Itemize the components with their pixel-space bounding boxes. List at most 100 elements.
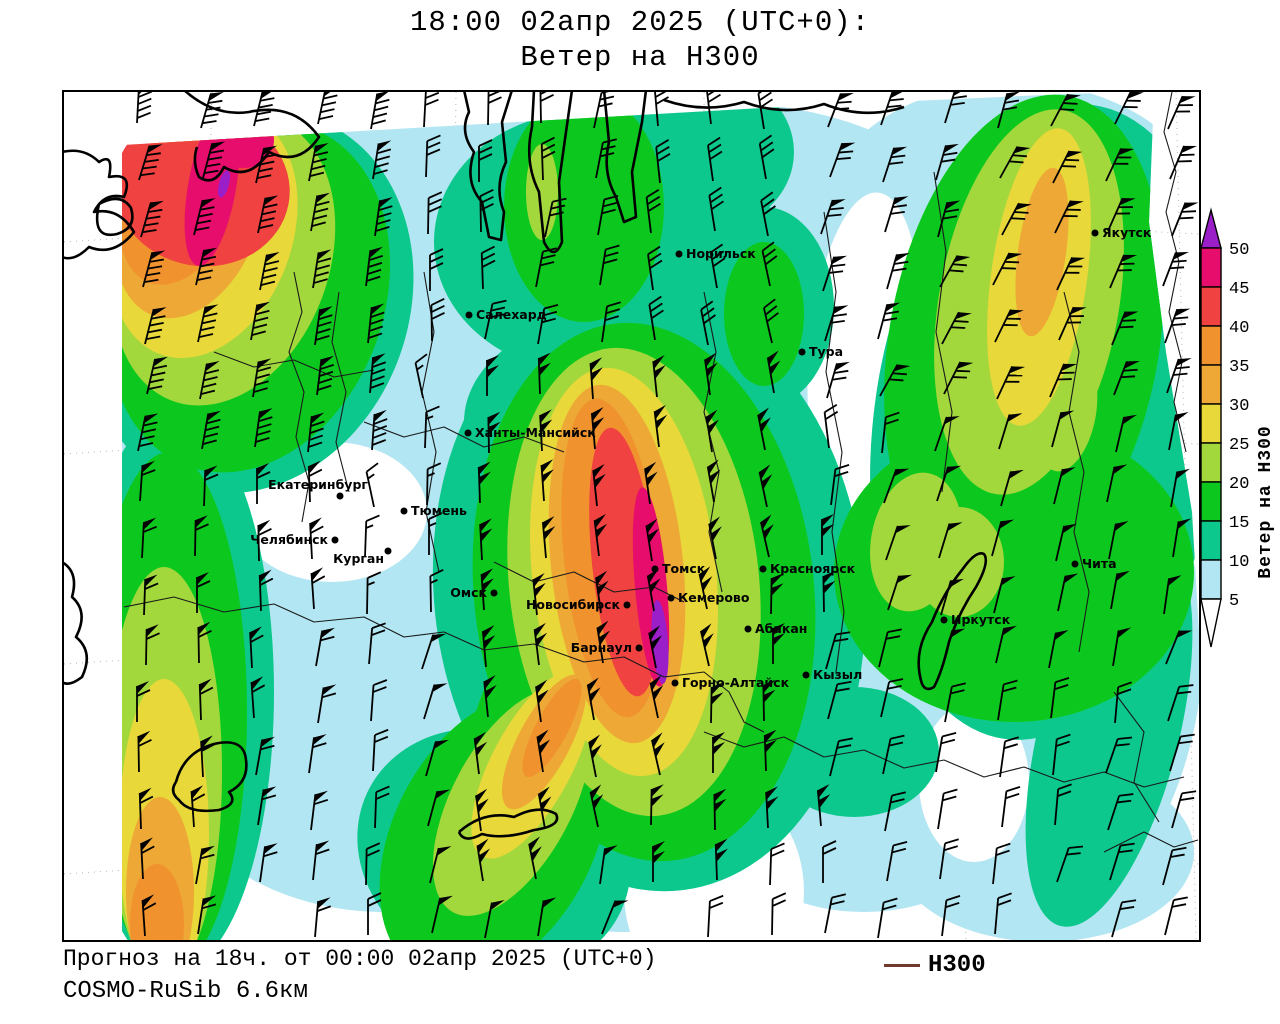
- wind-barb: [476, 838, 491, 882]
- wind-barb: [544, 197, 567, 238]
- model-name-text: COSMO-RuSib 6.6км: [63, 978, 308, 1005]
- colorbar-segment: [1200, 325, 1222, 366]
- wind-barb: [653, 92, 669, 127]
- wind-barb: [706, 459, 721, 503]
- wind-barb: [992, 252, 1023, 286]
- wind-barb: [136, 92, 152, 124]
- footer-annotations: Прогноз на 18ч. от 00:00 02апр 2025 (UTC…: [63, 946, 657, 1005]
- city-label: Томск: [662, 561, 706, 576]
- colorbar-segment: [1200, 286, 1222, 327]
- wind-barb: [308, 734, 327, 774]
- wind-barb: [940, 578, 964, 616]
- wind-barb: [766, 350, 781, 394]
- colorbar-tick-label: 45: [1229, 280, 1249, 299]
- wind-barb: [991, 519, 1015, 557]
- wind-barb: [370, 92, 390, 130]
- wind-barb: [539, 92, 554, 124]
- chart-title: 18:00 02апр 2025 (UTC+0): Ветер на H300: [0, 6, 1280, 74]
- wind-barb: [257, 519, 272, 562]
- colorbar-tick-label: 5: [1229, 592, 1239, 611]
- wind-barb: [473, 731, 488, 775]
- wind-barb: [877, 897, 898, 939]
- wind-barb: [592, 463, 606, 507]
- colorbar-segment: [1200, 442, 1222, 483]
- wind-speed-colorbar: 50 45 40 35 30 25 20 15 10 5 Ветер на H300: [1200, 207, 1276, 648]
- wind-barb: [487, 92, 502, 126]
- colorbar-top-arrow: [1200, 207, 1222, 249]
- wind-barb: [540, 136, 556, 181]
- wind-barb: [532, 572, 546, 616]
- wind-barb: [426, 462, 442, 506]
- wind-barb: [197, 621, 212, 664]
- city-marker: Барнаул: [571, 640, 643, 655]
- wind-barb: [141, 894, 157, 937]
- city-marker: Курган: [333, 547, 392, 566]
- wind-barb: [707, 894, 724, 938]
- wind-barb: [816, 784, 831, 827]
- wind-barb: [198, 678, 214, 721]
- wind-barb: [249, 626, 264, 669]
- wind-barb: [1171, 790, 1197, 829]
- wind-barb: [1114, 92, 1144, 125]
- wind-barb: [595, 570, 609, 614]
- wind-barb: [1001, 786, 1021, 828]
- wind-barb: [593, 513, 608, 557]
- wind-barb: [533, 622, 548, 666]
- wind-speed-field: [122, 92, 1199, 940]
- colorbar-tick-label: 40: [1229, 319, 1249, 338]
- forecast-info-text: Прогноз на 18ч. от 00:00 02апр 2025 (UTC…: [63, 946, 657, 972]
- colorbar-tick-label: 35: [1229, 358, 1249, 377]
- wind-barb: [590, 407, 605, 450]
- wind-barb: [760, 514, 774, 558]
- colorbar-tick-label: 25: [1229, 436, 1249, 455]
- wind-barb: [1162, 846, 1187, 886]
- wind-barb: [707, 136, 723, 182]
- wind-barb: [593, 92, 616, 129]
- wind-barb: [479, 188, 494, 233]
- wind-barb: [1169, 733, 1195, 772]
- wind-barb: [250, 676, 266, 719]
- city-label: Норильск: [686, 246, 756, 261]
- city-label: Челябинск: [250, 532, 328, 547]
- wind-barb: [1111, 899, 1137, 938]
- wind-barb: [1171, 202, 1199, 237]
- wind-barb: [886, 841, 908, 882]
- h300-legend-line: [884, 964, 920, 967]
- city-marker: Кемерово: [667, 590, 750, 605]
- wind-barb: [772, 623, 785, 664]
- city-label: Кызыл: [813, 667, 862, 682]
- wind-barb: [944, 682, 966, 723]
- wind-barb: [367, 892, 382, 935]
- wind-barb: [765, 786, 779, 829]
- wind-barb: [478, 139, 493, 182]
- wind-barb: [316, 355, 335, 396]
- wind-barb: [256, 463, 271, 504]
- wind-barb: [1050, 677, 1070, 719]
- city-label: Тюмень: [411, 503, 467, 518]
- city-marker: Чита: [1071, 556, 1117, 571]
- colorbar-tick-label: 30: [1229, 397, 1249, 416]
- wind-barb: [651, 732, 665, 776]
- wind-barb: [599, 244, 620, 286]
- wind-barb: [539, 409, 553, 452]
- city-marker: Новосибирск: [526, 597, 631, 612]
- wind-barb: [1001, 202, 1032, 236]
- wind-barb: [757, 407, 771, 451]
- city-marker: Томск: [651, 561, 706, 576]
- colorbar-bottom-arrow: [1200, 598, 1222, 648]
- wind-barb: [713, 788, 727, 831]
- city-label: Абакан: [755, 621, 807, 636]
- wind-barb: [824, 893, 846, 934]
- wind-barb: [258, 569, 274, 612]
- wind-barb: [648, 295, 664, 341]
- wind-barb: [429, 568, 444, 613]
- wind-barb: [997, 679, 1018, 721]
- wind-barb: [645, 188, 661, 234]
- wind-barb: [698, 566, 713, 610]
- wind-barb: [760, 191, 776, 237]
- wind-barb: [1163, 575, 1182, 615]
- wind-barb: [486, 355, 499, 396]
- city-label: Омск: [450, 585, 487, 600]
- wind-barb: [1109, 842, 1135, 881]
